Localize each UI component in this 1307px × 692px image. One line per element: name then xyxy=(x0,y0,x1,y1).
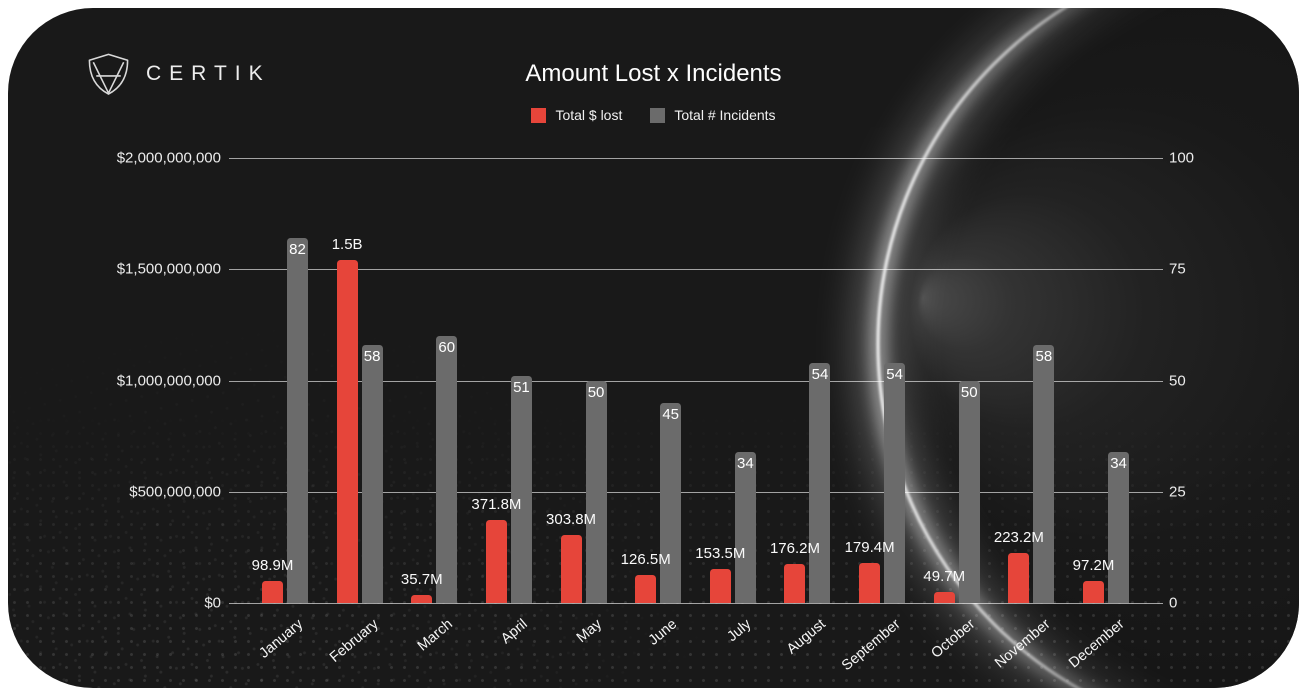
bar-total-lost[interactable] xyxy=(336,260,358,603)
bar-total-incidents[interactable] xyxy=(734,451,756,603)
y-axis-label-left: $1,500,000,000 xyxy=(116,260,221,278)
x-axis-label: November xyxy=(991,616,1054,672)
gridline xyxy=(229,491,1163,493)
bar-value-label: 126.5M xyxy=(620,550,671,568)
y-axis-label-left: $0 xyxy=(204,594,221,612)
bar-count-label: 54 xyxy=(811,365,829,383)
bar-count-label: 50 xyxy=(960,383,978,401)
chart-card: CERTIK Amount Lost x Incidents Total $ l… xyxy=(8,8,1299,688)
bar-total-incidents[interactable] xyxy=(958,380,980,603)
bar-count-label: 58 xyxy=(1035,347,1053,365)
x-axis-label: March xyxy=(414,616,456,655)
bar-total-lost[interactable] xyxy=(635,574,657,603)
legend: Total $ lost Total # Incidents xyxy=(8,107,1299,123)
bar-value-label: 371.8M xyxy=(471,496,522,514)
bar-total-incidents[interactable] xyxy=(361,344,383,603)
brand-name: CERTIK xyxy=(146,61,271,85)
chart-title: Amount Lost x Incidents xyxy=(525,60,782,87)
x-axis-label: May xyxy=(573,616,606,647)
bar-total-lost[interactable] xyxy=(859,563,881,603)
bar-value-label: 1.5B xyxy=(331,236,363,254)
bar-total-lost[interactable] xyxy=(709,568,731,603)
bar-count-label: 58 xyxy=(363,347,381,365)
bar-count-label: 34 xyxy=(1110,454,1127,472)
bar-total-incidents[interactable] xyxy=(809,362,831,603)
y-axis-label-left: $500,000,000 xyxy=(129,483,221,501)
legend-label-total-incidents: Total # Incidents xyxy=(674,107,776,123)
y-axis-label-right: 50 xyxy=(1169,372,1186,389)
y-axis-label-left: $2,000,000,000 xyxy=(116,149,221,167)
bar-total-lost[interactable] xyxy=(262,581,283,603)
bar-count-label: 60 xyxy=(438,339,456,356)
x-axis-label: February xyxy=(326,616,382,666)
x-axis-label: August xyxy=(784,616,830,658)
gridline xyxy=(229,380,1163,382)
x-axis-label: September xyxy=(839,616,904,675)
y-axis-label-left: $1,000,000,000 xyxy=(116,372,221,389)
bar-count-label: 82 xyxy=(289,241,306,259)
bar-value-label: 35.7M xyxy=(400,571,443,589)
x-axis-label: October xyxy=(928,616,979,662)
bar-value-label: 97.2M xyxy=(1072,557,1115,575)
bar-count-label: 34 xyxy=(736,454,754,472)
bar-total-incidents[interactable] xyxy=(585,380,607,603)
x-axis-label: December xyxy=(1066,616,1128,672)
bar-total-incidents[interactable] xyxy=(660,402,682,603)
certik-logo: CERTIK xyxy=(85,50,271,97)
legend-item-total-lost[interactable]: Total $ lost xyxy=(531,107,622,123)
bar-count-label: 45 xyxy=(662,405,680,423)
bar-total-incidents[interactable] xyxy=(1108,451,1130,603)
bar-total-lost[interactable] xyxy=(560,535,582,603)
bar-total-incidents[interactable] xyxy=(510,376,532,603)
legend-label-total-lost: Total $ lost xyxy=(555,107,623,123)
x-axis-label: April xyxy=(498,616,531,648)
bar-total-incidents[interactable] xyxy=(436,336,458,603)
bar-count-label: 51 xyxy=(513,379,530,397)
legend-item-total-incidents[interactable]: Total # Incidents xyxy=(650,107,776,123)
y-axis-label-right: 25 xyxy=(1169,483,1186,501)
gridline xyxy=(229,603,1163,604)
y-axis-label-right: 75 xyxy=(1169,260,1186,278)
gridline xyxy=(229,269,1163,271)
bar-total-lost[interactable] xyxy=(1083,581,1105,603)
plot-area: $2,000,000,000 100 $1,500,000,000 75 $1,000,… xyxy=(117,151,1194,675)
y-axis-label-right: 100 xyxy=(1169,149,1195,167)
bar-value-label: 153.5M xyxy=(695,544,746,562)
bar-total-lost[interactable] xyxy=(1008,553,1030,603)
bar-total-incidents[interactable] xyxy=(884,362,906,603)
bar-count-label: 54 xyxy=(886,365,903,383)
x-axis-label: June xyxy=(645,616,680,649)
bar-value-label: 176.2M xyxy=(769,539,820,557)
certik-shield-icon xyxy=(88,53,129,95)
bar-value-label: 303.8M xyxy=(546,511,597,529)
bar-total-incidents[interactable] xyxy=(1033,344,1055,603)
bar-count-label: 50 xyxy=(587,383,605,401)
bar-total-incidents[interactable] xyxy=(287,238,308,603)
bar-total-lost[interactable] xyxy=(784,563,806,603)
bar-value-label: 223.2M xyxy=(993,529,1044,547)
bar-value-label: 179.4M xyxy=(844,539,895,557)
bar-total-lost[interactable] xyxy=(933,591,955,603)
legend-swatch-total-incidents xyxy=(650,107,666,123)
x-axis-label: July xyxy=(724,616,755,646)
bar-value-label: 98.9M xyxy=(251,557,294,574)
gridline xyxy=(229,158,1163,159)
bar-total-lost[interactable] xyxy=(411,595,433,603)
bar-total-lost[interactable] xyxy=(485,520,507,603)
legend-swatch-total-lost xyxy=(531,107,547,123)
x-axis-label: January xyxy=(256,616,307,662)
bar-value-label: 49.7M xyxy=(923,567,966,585)
y-axis-label-right: 0 xyxy=(1169,594,1178,612)
